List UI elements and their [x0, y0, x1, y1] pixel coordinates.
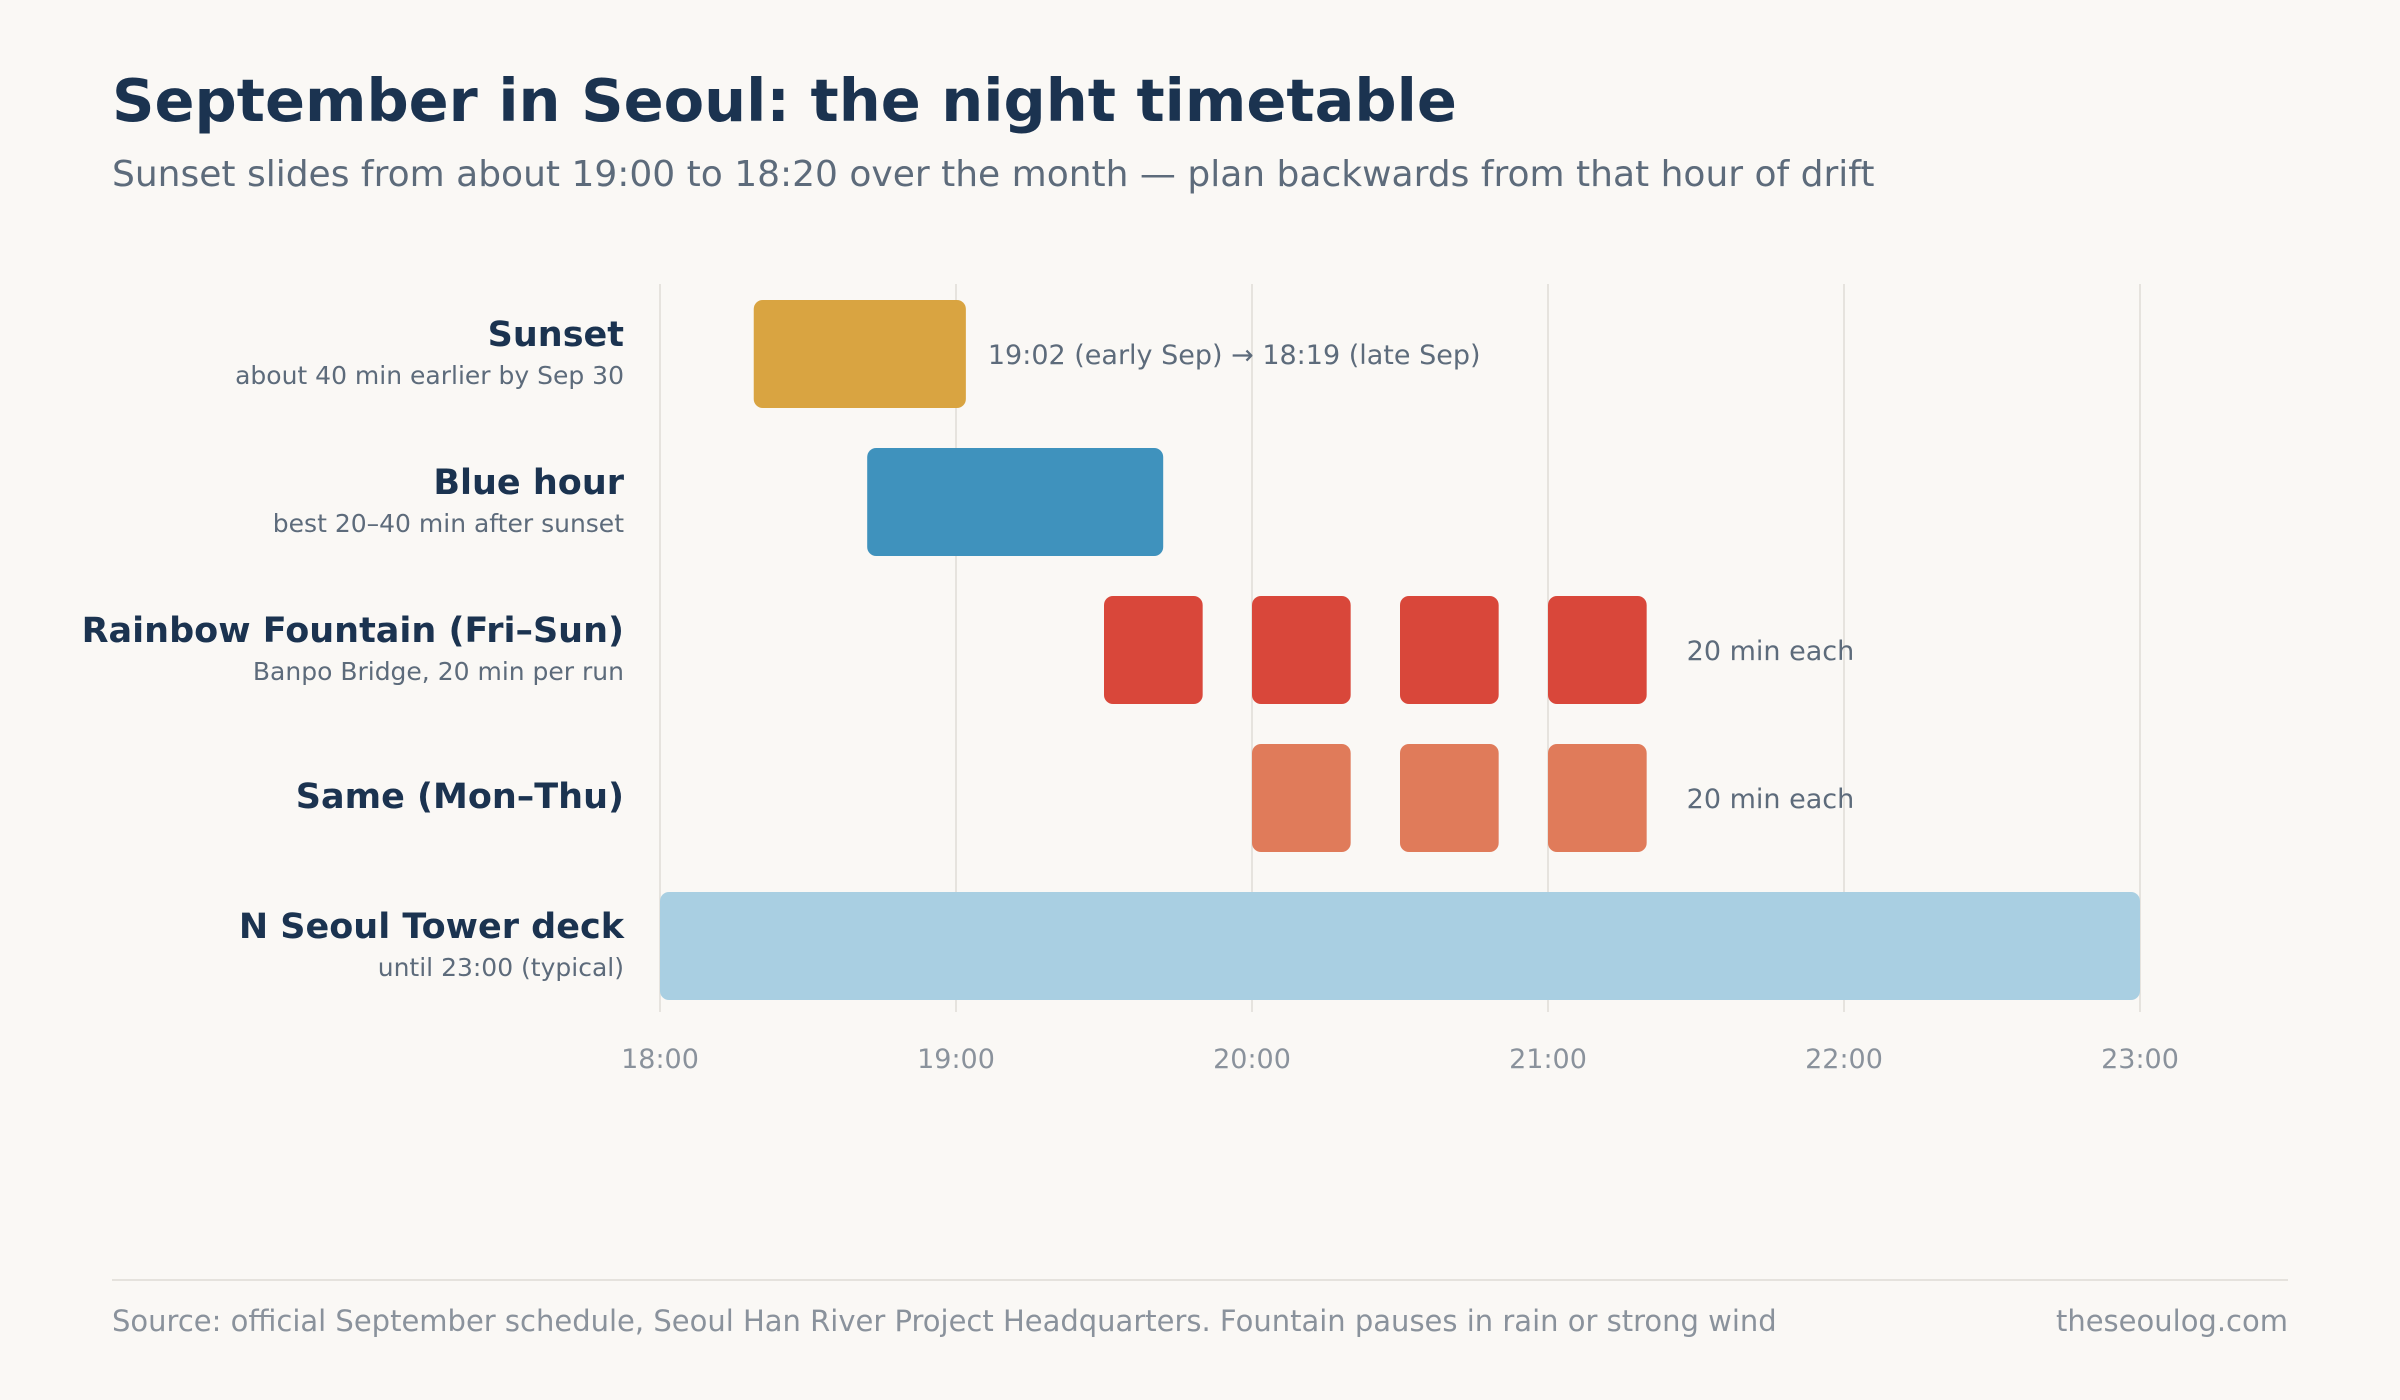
bar-annotation: 19:02 (early Sep) → 18:19 (late Sep)	[988, 340, 1481, 371]
row-label: Same (Mon–Thu)	[296, 777, 624, 817]
x-tick-label: 18:00	[621, 1044, 699, 1075]
row-label: Blue hour	[433, 463, 624, 503]
row-sublabel: until 23:00 (typical)	[378, 953, 624, 982]
time-bar	[1400, 596, 1499, 704]
row-sublabel: about 40 min earlier by Sep 30	[235, 361, 624, 390]
row-sublabel: best 20–40 min after sunset	[273, 509, 624, 538]
x-tick-label: 21:00	[1509, 1044, 1587, 1075]
row-label: Sunset	[488, 315, 624, 355]
bar-annotation: 20 min each	[1687, 784, 1855, 815]
x-tick-label: 23:00	[2101, 1044, 2179, 1075]
bar-annotation: 20 min each	[1687, 636, 1855, 667]
x-tick-label: 22:00	[1805, 1044, 1883, 1075]
chart-title: September in Seoul: the night timetable	[112, 66, 1457, 135]
time-bar	[660, 892, 2140, 1000]
time-bar	[1548, 596, 1647, 704]
time-bar	[1252, 744, 1351, 852]
time-bar	[1252, 596, 1351, 704]
time-bar	[1548, 744, 1647, 852]
x-tick-label: 20:00	[1213, 1044, 1291, 1075]
row-sublabel: Banpo Bridge, 20 min per run	[253, 657, 624, 686]
row-label: Rainbow Fountain (Fri–Sun)	[82, 611, 624, 651]
time-bar	[753, 300, 966, 408]
footer-divider	[112, 1279, 2288, 1281]
time-bar	[1104, 596, 1203, 704]
time-bar	[1400, 744, 1499, 852]
row-label: N Seoul Tower deck	[239, 907, 625, 947]
x-tick-label: 19:00	[917, 1044, 995, 1075]
time-bar	[867, 448, 1164, 556]
chart-subtitle: Sunset slides from about 19:00 to 18:20 …	[112, 154, 1875, 195]
site-credit: theseoulog.com	[2055, 1304, 2288, 1338]
source-note: Source: official September schedule, Seo…	[112, 1304, 1777, 1338]
